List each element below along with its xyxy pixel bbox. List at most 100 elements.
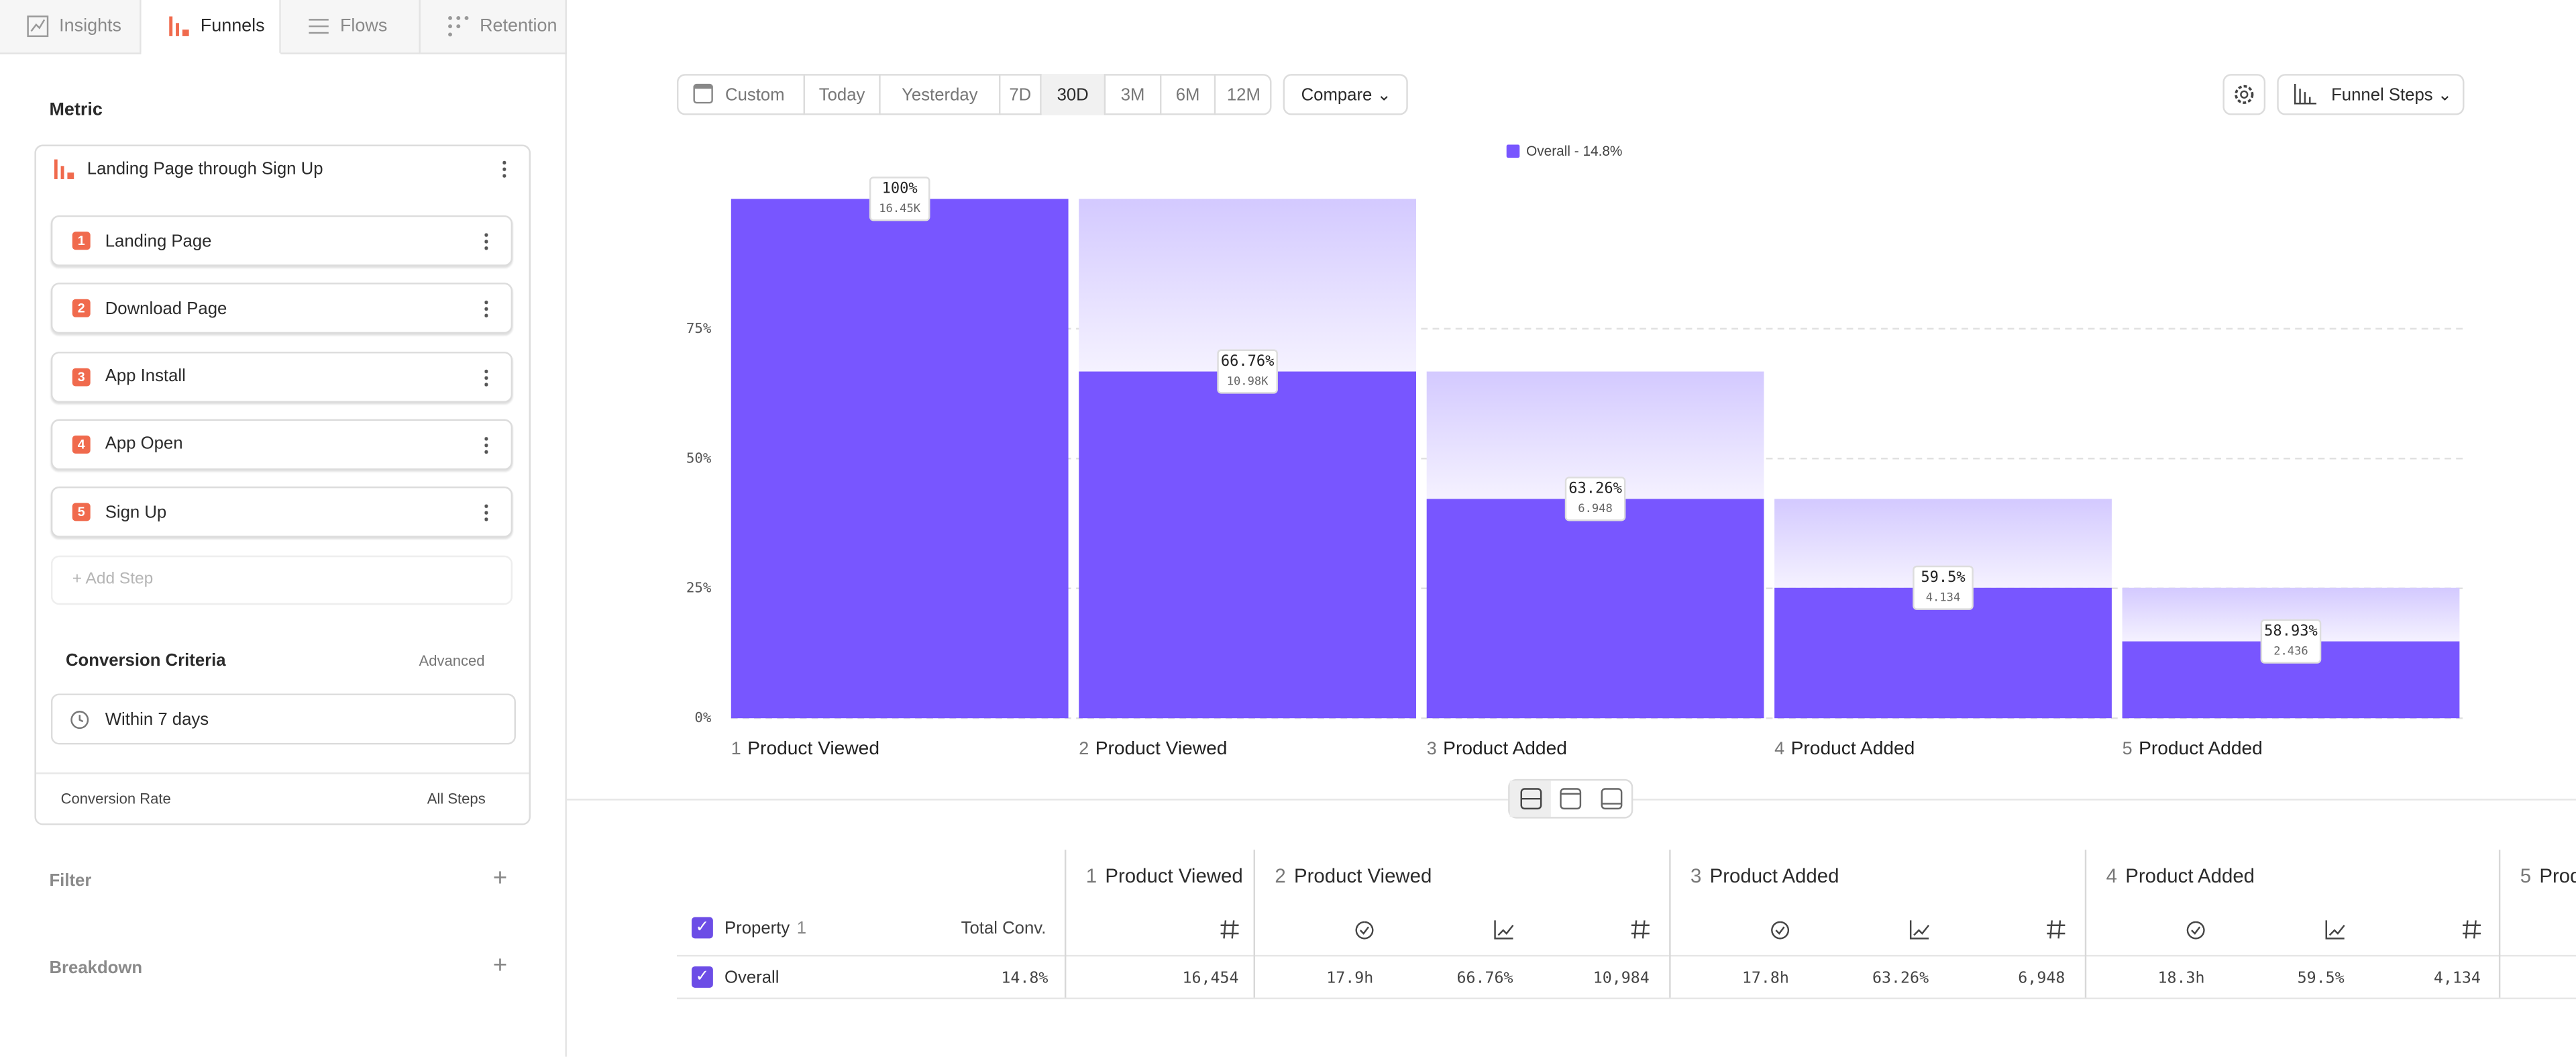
count-label: 10.98K xyxy=(1227,374,1269,388)
step-label: Landing Page xyxy=(105,231,212,251)
checkbox[interactable]: ✓ xyxy=(692,966,713,988)
table-cell: 18.3h xyxy=(2157,969,2205,988)
x-step-number: 5 xyxy=(2123,738,2133,758)
tab-label: Flows xyxy=(339,16,388,36)
y-tick-label: 25% xyxy=(686,580,712,596)
step-name: Product Viewed xyxy=(1294,864,1432,888)
step-header: 5 Product Added xyxy=(2520,864,2576,887)
add-button[interactable]: + xyxy=(492,951,508,980)
table-rule xyxy=(2498,850,2501,998)
range-button[interactable]: Yesterday xyxy=(881,74,1001,115)
legend-swatch xyxy=(1506,144,1520,158)
icon-path xyxy=(2325,920,2345,940)
range-button[interactable]: Custom xyxy=(677,74,806,115)
dropdown[interactable]: Advanced xyxy=(419,652,485,669)
view-dropdown[interactable]: Funnel Steps ⌄ xyxy=(2277,74,2465,115)
tab[interactable]: Insights xyxy=(0,0,142,54)
data-label: 58.93% 2.436 xyxy=(2260,619,2322,664)
label-box xyxy=(1913,565,1974,610)
chart-icon xyxy=(1494,920,1514,940)
menu-button[interactable] xyxy=(484,503,488,523)
section-heading: Metric xyxy=(49,100,103,120)
table-cell: 16,454 xyxy=(1182,969,1239,988)
section-heading[interactable]: Breakdown xyxy=(49,958,143,978)
step-name: Product Added xyxy=(2539,864,2576,888)
y-tick-label: 50% xyxy=(686,450,712,466)
x-tick-label: Product Added xyxy=(1443,738,1567,758)
range-button[interactable]: 12M xyxy=(1216,74,1271,115)
count-label: 2.436 xyxy=(2273,644,2308,658)
x-step-number: 1 xyxy=(731,738,741,758)
hash-icon xyxy=(2047,920,2065,939)
dropdown[interactable]: All Steps xyxy=(427,790,486,807)
table-cell: 59.5% xyxy=(2297,969,2345,988)
icon-path xyxy=(1220,920,1239,939)
x-tick-label: Product Viewed xyxy=(747,738,879,758)
range-label: 3M xyxy=(1120,85,1145,105)
step[interactable]: 4 App Open xyxy=(50,419,513,470)
step-number: 4 xyxy=(72,435,91,454)
label-box xyxy=(2260,619,2322,664)
total-header: Total Conv. xyxy=(961,918,1046,939)
checkbox[interactable]: ✓ xyxy=(692,917,713,939)
conversion-label: 63.26% xyxy=(1568,481,1622,497)
add-step[interactable]: + Add Step xyxy=(50,555,513,605)
menu-button[interactable] xyxy=(484,299,488,319)
tab[interactable]: Flows xyxy=(280,0,421,54)
alarm-icon xyxy=(70,711,89,729)
property-label[interactable]: Property xyxy=(724,918,790,939)
tab[interactable]: Funnels xyxy=(141,0,281,54)
range-label: 7D xyxy=(1009,85,1032,105)
range-button[interactable]: 6M xyxy=(1161,74,1216,115)
hash-icon xyxy=(1220,920,1239,939)
funnel-icon xyxy=(54,159,74,179)
menu-button[interactable] xyxy=(484,232,488,252)
tab-label: Insights xyxy=(59,16,122,36)
menu-button[interactable] xyxy=(484,435,488,456)
range-label: 30D xyxy=(1057,85,1089,105)
icon-path xyxy=(1494,920,1514,940)
chart-icon xyxy=(1909,920,1930,940)
menu-button[interactable] xyxy=(484,367,488,387)
icon-path xyxy=(1909,920,1930,940)
layout-option[interactable] xyxy=(1592,781,1633,817)
range-button[interactable]: 30D xyxy=(1041,74,1106,115)
step-number: 5 xyxy=(2520,864,2532,888)
tab[interactable]: Retention xyxy=(420,0,567,54)
settings-button[interactable] xyxy=(2222,74,2266,115)
range-label: Today xyxy=(818,85,865,105)
conversion-label: 100% xyxy=(882,181,918,197)
step-number: 1 xyxy=(1085,864,1097,888)
x-step-number: 3 xyxy=(1427,738,1437,758)
window-box[interactable]: Within 7 days xyxy=(50,693,516,745)
range-button[interactable]: Today xyxy=(805,74,881,115)
layout-option[interactable] xyxy=(1509,781,1551,817)
row-label: Overall xyxy=(724,968,780,988)
section-heading[interactable]: Filter xyxy=(49,870,92,891)
range-button[interactable]: 7D xyxy=(1000,74,1042,115)
step-label: App Open xyxy=(105,434,183,454)
add-button[interactable]: + xyxy=(492,864,508,893)
x-step-number: 2 xyxy=(1079,738,1089,758)
step[interactable]: 1 Landing Page xyxy=(50,215,513,266)
conversion-label: 66.76% xyxy=(1221,353,1275,370)
icon-path xyxy=(1771,921,1790,940)
layout-option[interactable] xyxy=(1551,781,1592,817)
menu-button[interactable] xyxy=(502,159,506,179)
step[interactable]: 5 Sign Up xyxy=(50,487,513,538)
dropoff-band xyxy=(1079,199,1417,372)
step[interactable]: 2 Download Page xyxy=(50,283,513,334)
clock-icon xyxy=(2186,921,2205,940)
table-rule xyxy=(676,997,2576,999)
x-tick-label: Product Added xyxy=(1791,738,1915,758)
step[interactable]: 3 App Install xyxy=(50,351,513,403)
step-header: 3 Product Added xyxy=(1690,864,2083,887)
step-header: 4 Product Added xyxy=(2106,864,2498,887)
bar xyxy=(1079,371,1417,719)
range-button[interactable]: 3M xyxy=(1106,74,1162,115)
bar xyxy=(1426,499,1764,719)
compare-button[interactable]: Compare ⌄ xyxy=(1283,74,1408,115)
table-cell: 66.76% xyxy=(1456,969,1513,988)
funnel-name[interactable]: Landing Page through Sign Up xyxy=(87,159,323,179)
